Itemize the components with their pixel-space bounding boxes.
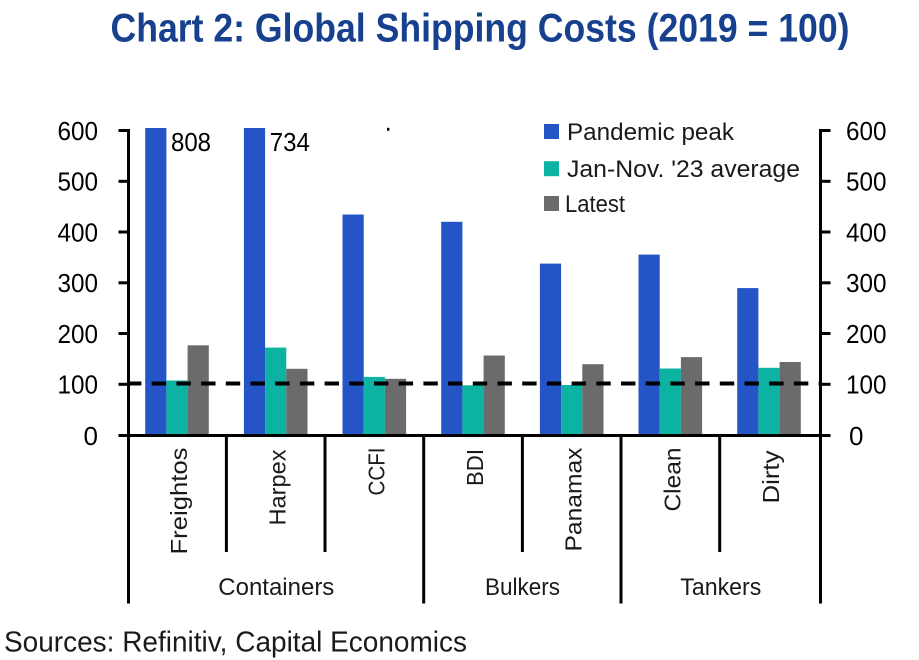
svg-text:0: 0 — [849, 421, 863, 451]
svg-text:BDI: BDI — [462, 449, 488, 486]
svg-text:400: 400 — [846, 217, 887, 247]
svg-text:Dirty: Dirty — [758, 450, 784, 504]
svg-text:100: 100 — [846, 370, 887, 400]
svg-text:500: 500 — [58, 167, 99, 197]
svg-text:600: 600 — [846, 116, 887, 146]
svg-text:Chart 2: Global Shipping Costs: Chart 2: Global Shipping Costs (2019 = 1… — [111, 7, 850, 51]
svg-text:Sources: Refinitiv, Capital Ec: Sources: Refinitiv, Capital Economics — [4, 627, 467, 659]
svg-text:Pandemic peak: Pandemic peak — [567, 119, 735, 146]
svg-text:400: 400 — [58, 217, 99, 247]
svg-text:808: 808 — [171, 127, 211, 157]
svg-text:200: 200 — [846, 319, 887, 349]
svg-text:500: 500 — [846, 167, 887, 197]
svg-text:300: 300 — [58, 268, 99, 298]
svg-text:Tankers: Tankers — [680, 574, 761, 601]
svg-text:200: 200 — [58, 319, 99, 349]
svg-text:Jan-Nov. '23 average: Jan-Nov. '23 average — [567, 156, 800, 183]
svg-text:300: 300 — [846, 268, 887, 298]
svg-text:0: 0 — [84, 421, 98, 451]
svg-text:Harpex: Harpex — [265, 449, 291, 525]
svg-text:Bulkers: Bulkers — [485, 574, 560, 601]
svg-text:Containers: Containers — [218, 574, 334, 601]
svg-text:Latest: Latest — [565, 191, 625, 218]
svg-text:Clean: Clean — [659, 448, 685, 512]
svg-text:Panamax: Panamax — [561, 447, 587, 552]
svg-text:CCFI: CCFI — [363, 448, 389, 496]
svg-text:734: 734 — [270, 127, 310, 157]
svg-text:Freightos: Freightos — [166, 448, 192, 555]
svg-text:100: 100 — [58, 370, 99, 400]
svg-text:600: 600 — [58, 116, 99, 146]
